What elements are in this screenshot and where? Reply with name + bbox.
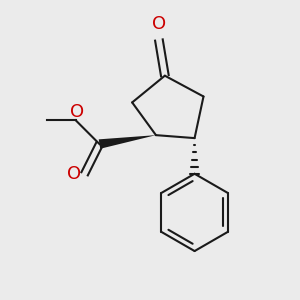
Text: O: O xyxy=(152,15,166,33)
Text: O: O xyxy=(70,103,84,121)
Text: O: O xyxy=(67,165,81,183)
Polygon shape xyxy=(99,135,156,149)
